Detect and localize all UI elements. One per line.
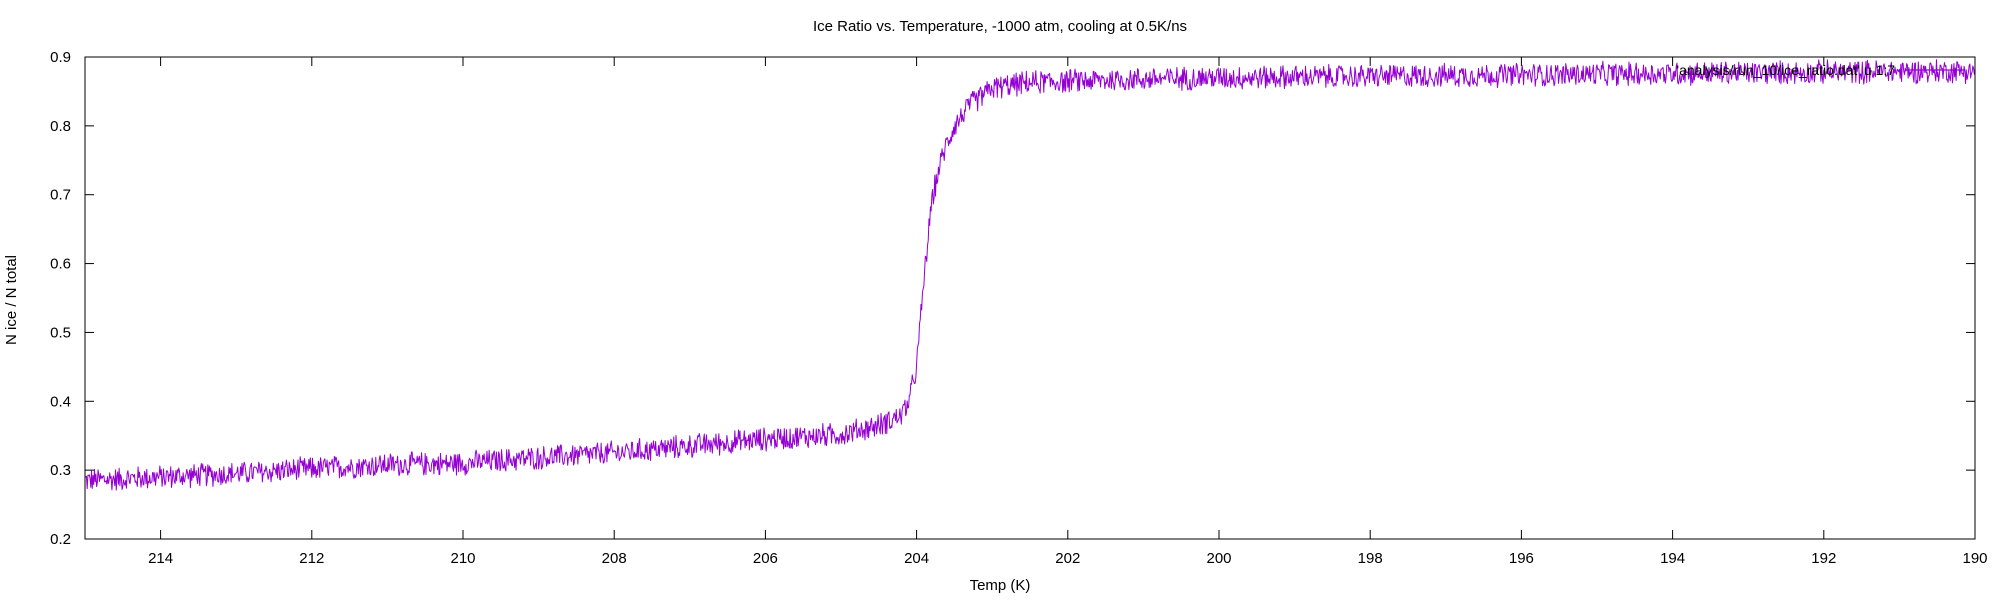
x-tick-label: 192 bbox=[1811, 550, 1836, 567]
x-tick-label: 204 bbox=[904, 550, 929, 567]
x-tick-label: 206 bbox=[753, 550, 778, 567]
axis-ticks: 214 212 210 208 206 204 202 200 198 196 194 192 190 0… bbox=[50, 49, 1987, 567]
series-layer bbox=[84, 59, 1976, 491]
legend: 'analysis/run_10/ice_ratio.dat' u 1:7 bbox=[1676, 62, 1965, 78]
x-axis-label: Temp (K) bbox=[970, 577, 1031, 594]
x-tick-label: 214 bbox=[148, 550, 173, 567]
y-tick-label: 0.5 bbox=[50, 324, 71, 341]
plot-border bbox=[84, 56, 1976, 540]
x-tick-label: 198 bbox=[1358, 550, 1383, 567]
y-tick-label: 0.2 bbox=[50, 531, 71, 548]
x-tick-label: 194 bbox=[1660, 550, 1685, 567]
x-tick-label: 202 bbox=[1055, 550, 1080, 567]
x-tick-label: 190 bbox=[1962, 550, 1987, 567]
x-tick-label: 200 bbox=[1206, 550, 1231, 567]
series-line bbox=[84, 59, 1976, 491]
x-tick-label: 208 bbox=[602, 550, 627, 567]
chart-title: Ice Ratio vs. Temperature, -1000 atm, co… bbox=[813, 18, 1187, 35]
legend-label: 'analysis/run_10/ice_ratio.dat' u 1:7 bbox=[1676, 62, 1895, 78]
y-tick-label: 0.9 bbox=[50, 49, 71, 66]
y-tick-label: 0.3 bbox=[50, 462, 71, 479]
y-axis-label: N ice / N total bbox=[3, 255, 20, 345]
y-tick-label: 0.6 bbox=[50, 256, 71, 273]
x-tick-label: 210 bbox=[450, 550, 475, 567]
y-tick-label: 0.4 bbox=[50, 393, 71, 410]
y-tick-label: 0.8 bbox=[50, 118, 71, 135]
y-tick-label: 0.7 bbox=[50, 187, 71, 204]
x-tick-label: 196 bbox=[1509, 550, 1534, 567]
x-tick-label: 212 bbox=[299, 550, 324, 567]
